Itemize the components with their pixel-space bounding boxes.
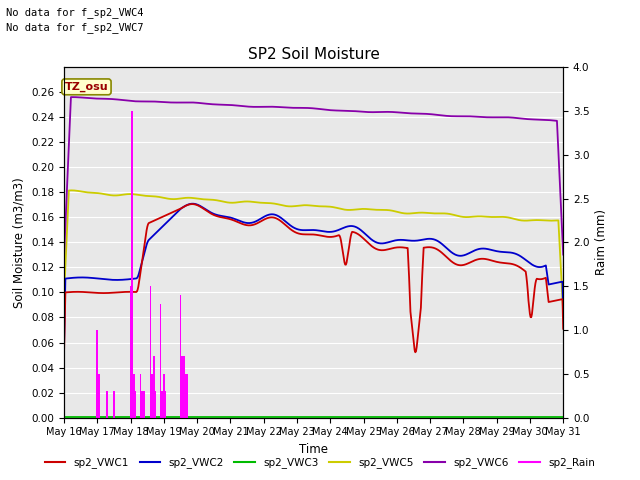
Bar xyxy=(140,374,141,418)
Bar xyxy=(130,286,131,418)
Legend: sp2_VWC1, sp2_VWC2, sp2_VWC3, sp2_VWC5, sp2_VWC6, sp2_Rain: sp2_VWC1, sp2_VWC2, sp2_VWC3, sp2_VWC5, … xyxy=(40,453,600,472)
Bar xyxy=(98,374,100,418)
Bar xyxy=(181,356,183,418)
Bar xyxy=(184,374,186,418)
Bar xyxy=(150,286,152,418)
Bar xyxy=(186,374,188,418)
Bar xyxy=(160,304,161,418)
Bar xyxy=(164,391,166,418)
Y-axis label: Soil Moisture (m3/m3): Soil Moisture (m3/m3) xyxy=(13,177,26,308)
Bar xyxy=(161,391,163,418)
Bar xyxy=(131,111,133,418)
Bar xyxy=(97,330,98,418)
Title: SP2 Soil Moisture: SP2 Soil Moisture xyxy=(248,47,380,62)
Bar xyxy=(143,391,145,418)
Y-axis label: Raim (mm): Raim (mm) xyxy=(595,209,608,276)
Bar xyxy=(163,374,164,418)
Bar xyxy=(113,391,115,418)
Text: No data for f_sp2_VWC7: No data for f_sp2_VWC7 xyxy=(6,22,144,33)
Bar xyxy=(183,356,184,418)
Text: TZ_osu: TZ_osu xyxy=(65,82,108,92)
Text: No data for f_sp2_VWC4: No data for f_sp2_VWC4 xyxy=(6,7,144,18)
Bar xyxy=(155,391,156,418)
X-axis label: Time: Time xyxy=(299,443,328,456)
Bar xyxy=(141,391,143,418)
Bar xyxy=(152,374,153,418)
Bar xyxy=(153,356,155,418)
Bar xyxy=(106,391,108,418)
Bar xyxy=(180,295,181,418)
Bar xyxy=(133,374,135,418)
Bar xyxy=(135,391,136,418)
